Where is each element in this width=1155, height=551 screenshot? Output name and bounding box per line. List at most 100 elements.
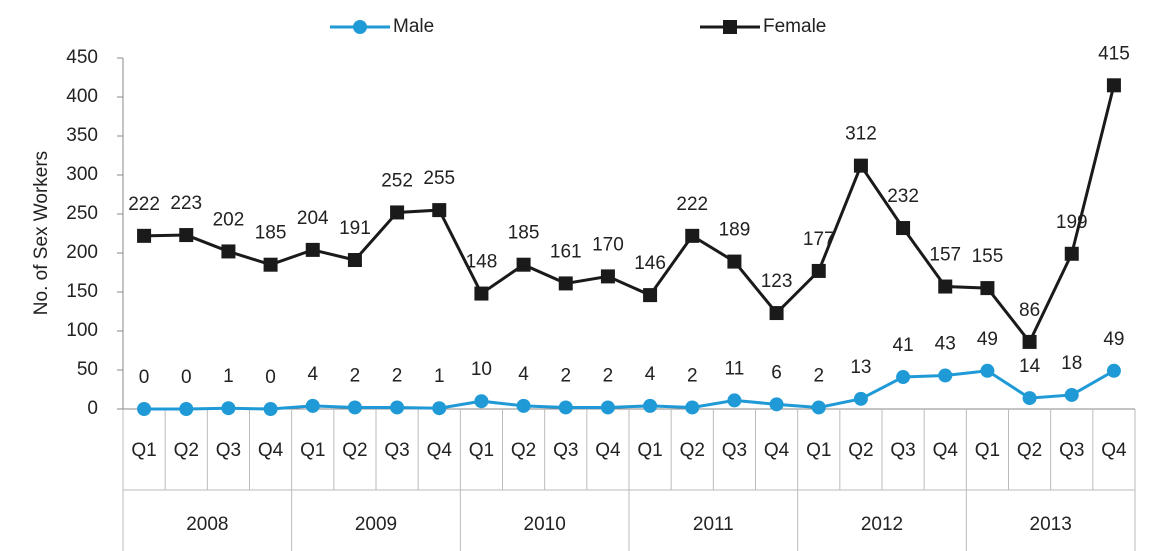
data-label: 2 bbox=[603, 365, 614, 386]
data-label: 204 bbox=[297, 208, 329, 229]
data-label: 415 bbox=[1098, 43, 1130, 64]
y-axis-label: No. of Sex Workers bbox=[31, 151, 52, 315]
legend-label: Male bbox=[393, 16, 434, 37]
marker bbox=[938, 368, 953, 383]
marker bbox=[1022, 391, 1037, 406]
x-tick-label: Q1 bbox=[131, 440, 156, 461]
data-label: 161 bbox=[550, 241, 582, 262]
marker bbox=[390, 205, 405, 220]
year-label: 2011 bbox=[693, 514, 734, 535]
data-label: 157 bbox=[929, 245, 961, 266]
data-label: 222 bbox=[676, 194, 708, 215]
data-label: 86 bbox=[1019, 300, 1040, 321]
marker bbox=[1106, 78, 1121, 93]
data-label: 2 bbox=[392, 365, 403, 386]
marker bbox=[896, 370, 911, 385]
marker bbox=[685, 228, 700, 243]
legend-marker bbox=[353, 20, 367, 34]
marker bbox=[1064, 387, 1079, 402]
y-tick-label: 150 bbox=[66, 281, 98, 302]
marker bbox=[179, 402, 194, 416]
x-tick-label: Q1 bbox=[300, 440, 325, 461]
x-tick-label: Q3 bbox=[216, 440, 241, 461]
marker bbox=[347, 400, 362, 415]
y-tick-label: 400 bbox=[66, 86, 98, 107]
x-tick-label: Q4 bbox=[595, 440, 621, 461]
marker bbox=[643, 288, 658, 303]
marker bbox=[432, 401, 447, 416]
marker bbox=[516, 398, 531, 413]
legend-marker bbox=[723, 20, 737, 34]
marker bbox=[769, 397, 784, 412]
series-line bbox=[144, 369, 1115, 411]
data-label: 43 bbox=[935, 333, 956, 354]
y-tick-label: 250 bbox=[66, 203, 98, 224]
data-label: 2 bbox=[560, 365, 571, 386]
data-label: 202 bbox=[213, 209, 245, 230]
marker bbox=[811, 400, 826, 415]
data-label: 1 bbox=[223, 366, 234, 387]
marker bbox=[980, 281, 995, 296]
data-label: 123 bbox=[761, 271, 793, 292]
marker bbox=[727, 393, 742, 408]
marker bbox=[221, 244, 236, 259]
data-label: 191 bbox=[339, 218, 371, 239]
year-label: 2012 bbox=[861, 514, 903, 535]
x-tick-label: Q3 bbox=[384, 440, 409, 461]
marker bbox=[685, 400, 700, 415]
marker bbox=[558, 400, 573, 415]
marker bbox=[600, 400, 615, 415]
data-label: 185 bbox=[255, 223, 287, 244]
data-label: 14 bbox=[1019, 356, 1041, 377]
marker bbox=[263, 257, 278, 272]
data-label: 252 bbox=[381, 170, 413, 191]
data-label: 4 bbox=[307, 364, 318, 385]
data-label: 2 bbox=[813, 365, 824, 386]
marker bbox=[811, 263, 826, 278]
marker bbox=[474, 394, 489, 409]
data-label: 170 bbox=[592, 234, 624, 255]
marker bbox=[305, 242, 320, 257]
data-label: 10 bbox=[471, 359, 492, 380]
x-tick-label: Q3 bbox=[553, 440, 578, 461]
data-label: 13 bbox=[850, 357, 871, 378]
y-tick-label: 100 bbox=[66, 320, 98, 341]
x-tick-label: Q2 bbox=[1017, 440, 1042, 461]
marker bbox=[600, 269, 615, 284]
data-label: 222 bbox=[128, 194, 160, 215]
y-tick-label: 200 bbox=[66, 242, 98, 263]
marker bbox=[221, 401, 236, 416]
marker bbox=[1106, 363, 1121, 378]
data-label: 0 bbox=[265, 367, 276, 388]
x-tick-label: Q1 bbox=[806, 440, 831, 461]
y-tick-label: 300 bbox=[66, 164, 98, 185]
x-tick-label: Q1 bbox=[469, 440, 494, 461]
marker bbox=[896, 221, 911, 236]
series-line bbox=[144, 84, 1116, 345]
marker bbox=[305, 398, 320, 413]
year-label: 2013 bbox=[1030, 514, 1072, 535]
marker bbox=[769, 306, 784, 321]
x-tick-label: Q4 bbox=[764, 440, 790, 461]
year-label: 2010 bbox=[524, 514, 566, 535]
x-tick-label: Q1 bbox=[975, 440, 1000, 461]
x-tick-label: Q3 bbox=[1059, 440, 1084, 461]
marker bbox=[643, 398, 658, 413]
x-tick-label: Q1 bbox=[637, 440, 662, 461]
data-label: 1 bbox=[434, 366, 445, 387]
x-tick-label: Q2 bbox=[680, 440, 705, 461]
data-label: 0 bbox=[139, 367, 150, 388]
x-tick-label: Q2 bbox=[848, 440, 873, 461]
marker bbox=[980, 363, 995, 378]
marker bbox=[558, 276, 573, 291]
x-tick-label: Q3 bbox=[722, 440, 747, 461]
data-label: 189 bbox=[719, 220, 751, 241]
x-tick-label: Q4 bbox=[1101, 440, 1127, 461]
marker bbox=[137, 228, 152, 243]
data-label: 155 bbox=[972, 246, 1004, 267]
marker bbox=[474, 286, 489, 301]
year-label: 2008 bbox=[186, 514, 228, 535]
y-tick-label: 0 bbox=[87, 398, 98, 419]
data-label: 49 bbox=[1103, 329, 1124, 350]
